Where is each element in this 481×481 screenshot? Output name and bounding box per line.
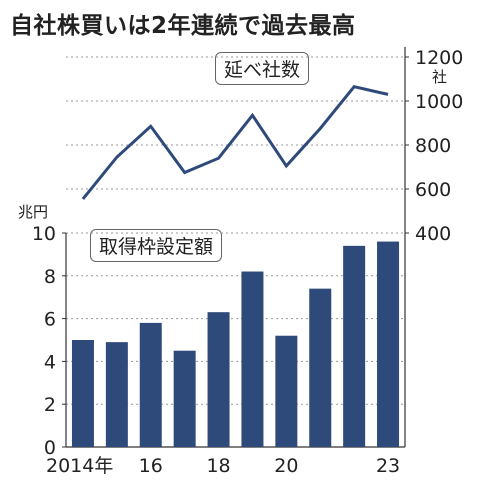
bar — [71, 340, 94, 447]
bar — [343, 245, 366, 447]
right-tick-label: 1000 — [415, 91, 463, 113]
right-tick-label: 1200 — [415, 47, 463, 69]
bar — [275, 335, 298, 447]
left-tick-label: 6 — [44, 309, 56, 331]
left-tick-label: 10 — [32, 223, 56, 245]
bar — [105, 342, 128, 447]
right-tick-label: 600 — [415, 179, 451, 201]
x-tick-label: 23 — [376, 455, 400, 477]
right-tick-label: 400 — [415, 223, 451, 245]
bar — [241, 271, 264, 447]
right-axis-unit: 社 — [432, 68, 448, 86]
left-tick-label: 0 — [44, 437, 56, 459]
bar — [309, 288, 332, 447]
chart-title: 自社株買いは2年連続で過去最高 — [10, 13, 356, 39]
bar — [173, 350, 196, 447]
x-tick-label: 16 — [139, 455, 163, 477]
x-tick-label: 20 — [274, 455, 298, 477]
left-axis-unit: 兆円 — [18, 203, 49, 221]
right-tick-label: 800 — [415, 135, 451, 157]
bar — [377, 241, 400, 447]
left-tick-label: 8 — [44, 266, 56, 288]
x-tick-label: 2014年 — [46, 455, 113, 477]
bar — [139, 322, 162, 447]
left-tick-label: 4 — [44, 351, 56, 373]
bar-series-label: 取得枠設定額 — [90, 229, 223, 262]
x-tick-label: 18 — [206, 455, 230, 477]
left-tick-label: 2 — [44, 394, 56, 416]
bar — [207, 312, 230, 447]
line-series — [81, 85, 389, 200]
